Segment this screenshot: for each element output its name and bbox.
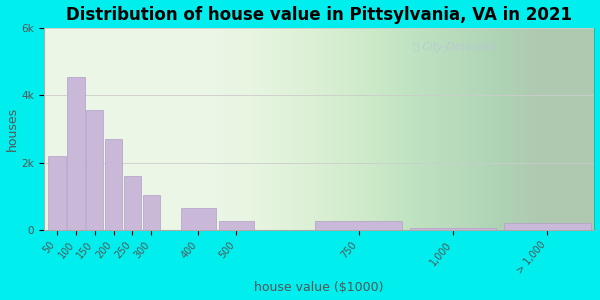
- Bar: [124, 176, 141, 230]
- Y-axis label: houses: houses: [5, 107, 19, 151]
- Bar: [86, 110, 103, 230]
- Bar: [143, 195, 160, 230]
- Bar: [410, 228, 496, 230]
- Bar: [181, 208, 216, 230]
- Bar: [504, 223, 590, 230]
- Title: Distribution of house value in Pittsylvania, VA in 2021: Distribution of house value in Pittsylva…: [66, 6, 572, 24]
- Text: Ⓢ City-Data.com: Ⓢ City-Data.com: [413, 42, 496, 52]
- X-axis label: house value ($1000): house value ($1000): [254, 281, 384, 294]
- Bar: [316, 220, 402, 230]
- Bar: [67, 77, 85, 230]
- Bar: [219, 220, 254, 230]
- Bar: [105, 139, 122, 230]
- Bar: [49, 156, 65, 230]
